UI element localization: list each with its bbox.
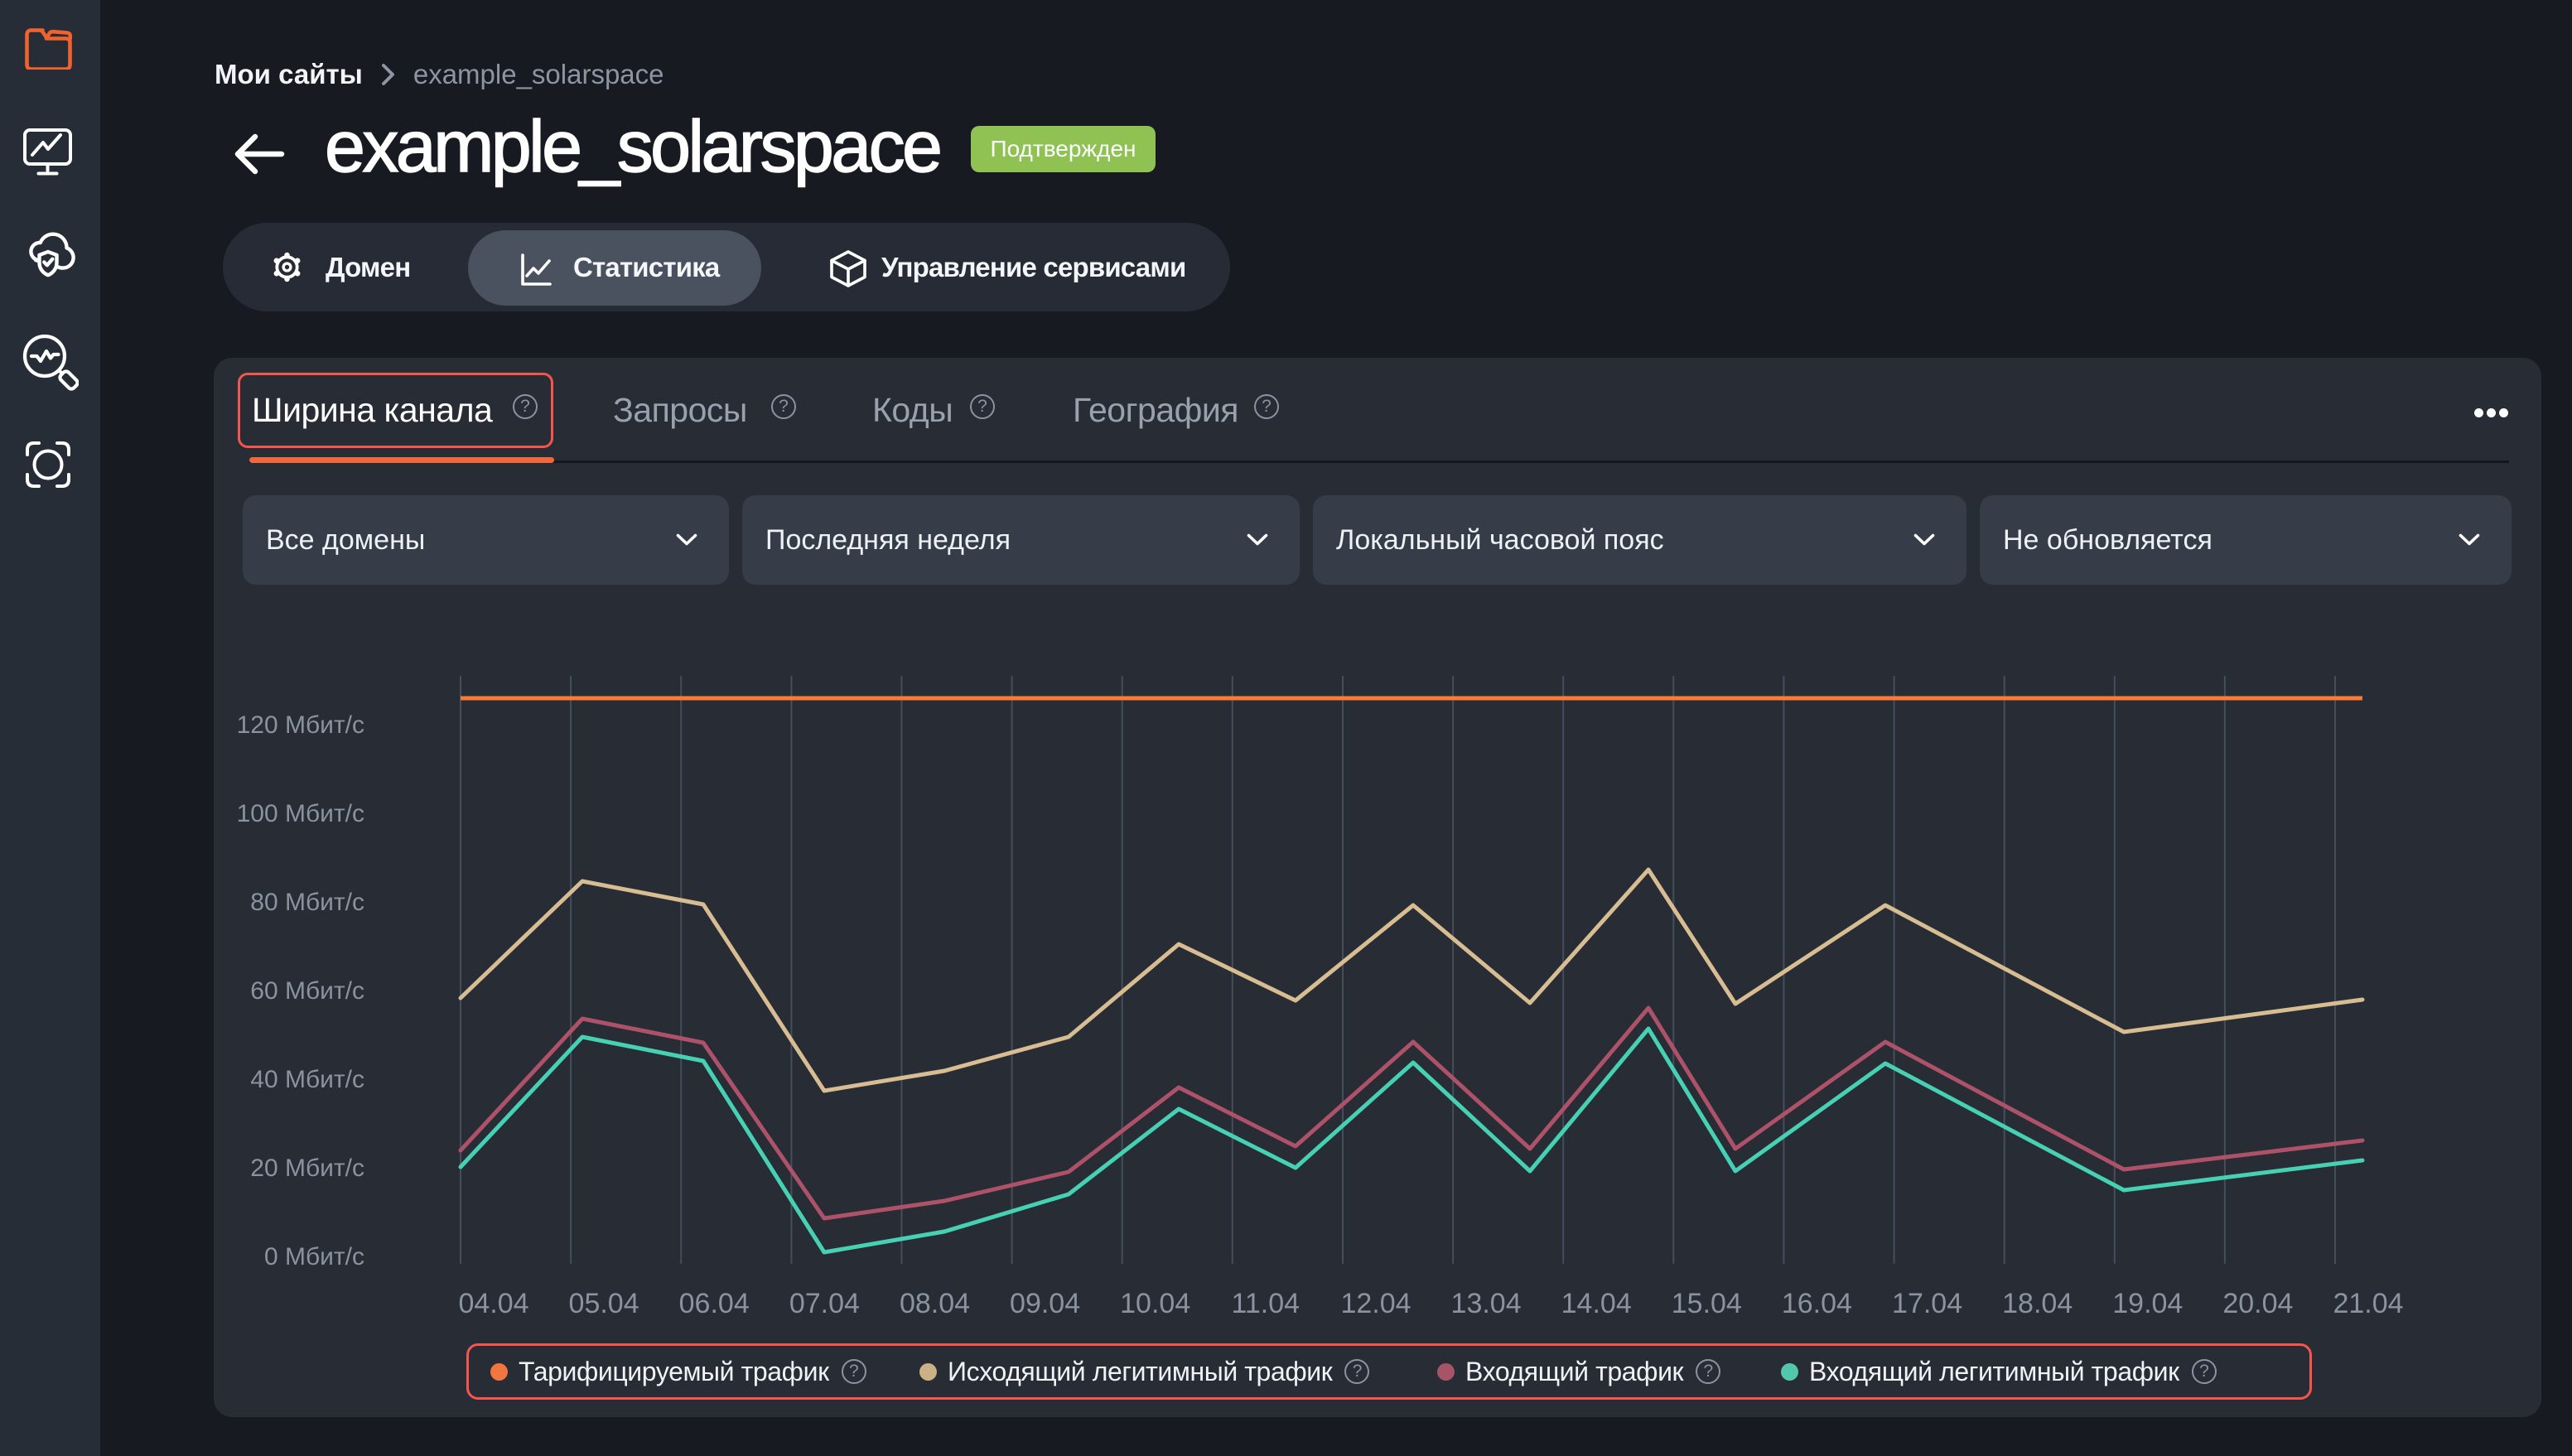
svg-text:04.04: 04.04 — [458, 1288, 528, 1319]
svg-text:16.04: 16.04 — [1782, 1288, 1852, 1319]
svg-text:19.04: 19.04 — [2112, 1288, 2183, 1319]
svg-text:10.04: 10.04 — [1120, 1288, 1190, 1319]
svg-text:17.04: 17.04 — [1892, 1288, 1962, 1319]
svg-text:40 Мбит/с: 40 Мбит/с — [250, 1066, 364, 1093]
svg-text:09.04: 09.04 — [1010, 1288, 1080, 1319]
svg-text:100 Мбит/с: 100 Мбит/с — [237, 800, 364, 827]
svg-text:20.04: 20.04 — [2222, 1288, 2293, 1319]
svg-text:15.04: 15.04 — [1672, 1288, 1742, 1319]
svg-text:20 Мбит/с: 20 Мбит/с — [250, 1155, 364, 1182]
svg-text:14.04: 14.04 — [1561, 1288, 1632, 1319]
svg-text:18.04: 18.04 — [2002, 1288, 2073, 1319]
svg-text:12.04: 12.04 — [1340, 1288, 1411, 1319]
svg-text:21.04: 21.04 — [2333, 1288, 2403, 1319]
svg-text:80 Мбит/с: 80 Мбит/с — [250, 889, 364, 916]
svg-text:60 Мбит/с: 60 Мбит/с — [250, 977, 364, 1005]
svg-text:13.04: 13.04 — [1451, 1288, 1522, 1319]
svg-text:0 Мбит/с: 0 Мбит/с — [264, 1243, 364, 1270]
svg-text:07.04: 07.04 — [789, 1288, 860, 1319]
svg-text:06.04: 06.04 — [679, 1288, 750, 1319]
svg-text:11.04: 11.04 — [1232, 1288, 1300, 1319]
svg-text:120 Мбит/с: 120 Мбит/с — [237, 711, 364, 739]
svg-text:05.04: 05.04 — [569, 1288, 639, 1319]
svg-text:08.04: 08.04 — [900, 1288, 970, 1319]
